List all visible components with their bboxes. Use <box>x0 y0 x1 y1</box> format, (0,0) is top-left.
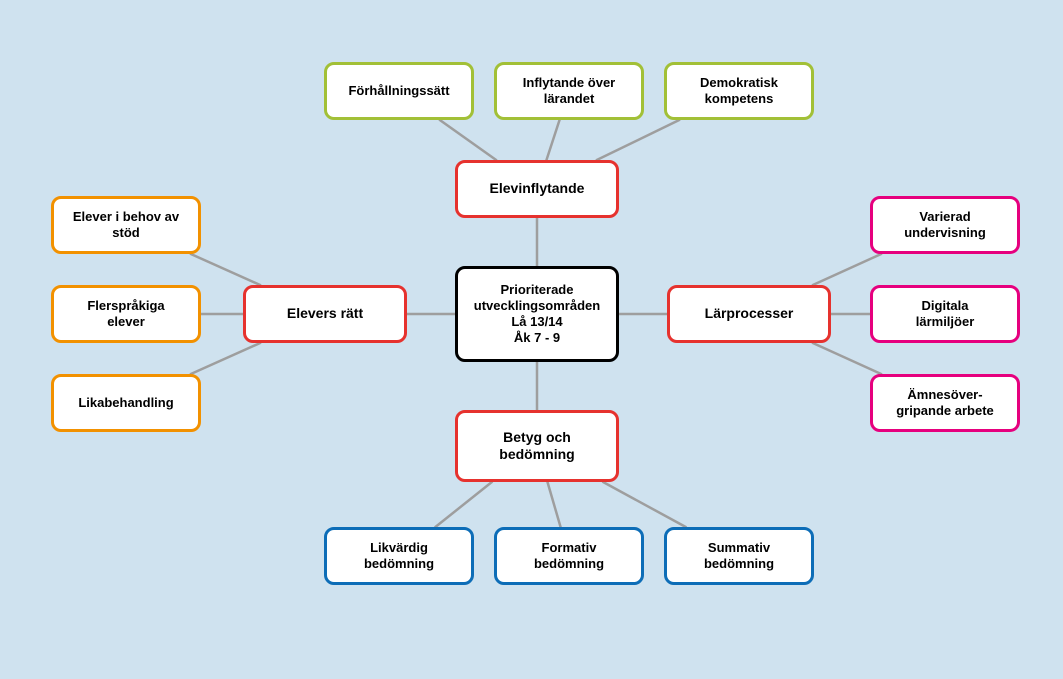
diagram-node-label: Elevinflytande <box>490 180 585 198</box>
diagram-edge <box>191 343 260 374</box>
diagram-edge <box>813 254 881 285</box>
diagram-node-varierad: Varieradundervisning <box>870 196 1020 254</box>
diagram-node-label: Ämnesöver-gripande arbete <box>896 387 994 420</box>
diagram-edge <box>597 120 679 160</box>
diagram-node-label: Elever i behov avstöd <box>73 209 179 242</box>
diagram-node-label: Likvärdigbedömning <box>364 540 434 573</box>
diagram-node-label: Formativbedömning <box>534 540 604 573</box>
diagram-node-label: Elevers rätt <box>287 305 363 323</box>
diagram-node-label: Demokratiskkompetens <box>700 75 778 108</box>
diagram-node-likvardig: Likvärdigbedömning <box>324 527 474 585</box>
diagram-node-digitala: Digitalalärmiljöer <box>870 285 1020 343</box>
diagram-edge <box>191 254 260 285</box>
diagram-node-label: PrioriteradeutvecklingsområdenLå 13/14Åk… <box>474 282 600 347</box>
diagram-node-center: PrioriteradeutvecklingsområdenLå 13/14Åk… <box>455 266 619 362</box>
diagram-node-eleversratt: Elevers rätt <box>243 285 407 343</box>
diagram-node-label: Inflytande överlärandet <box>523 75 615 108</box>
diagram-node-eleverbehov: Elever i behov avstöd <box>51 196 201 254</box>
diagram-node-flersprak: Flerspråkigaelever <box>51 285 201 343</box>
diagram-edge <box>440 120 496 160</box>
diagram-node-label: Likabehandling <box>78 395 173 411</box>
diagram-node-label: Lärprocesser <box>705 305 794 323</box>
diagram-node-betyg: Betyg ochbedömning <box>455 410 619 482</box>
diagram-node-label: Varieradundervisning <box>904 209 986 242</box>
diagram-edge <box>546 120 559 160</box>
diagram-node-formativ: Formativbedömning <box>494 527 644 585</box>
diagram-edge <box>435 482 491 527</box>
diagram-node-amnesover: Ämnesöver-gripande arbete <box>870 374 1020 432</box>
diagram-node-label: Betyg ochbedömning <box>499 429 574 464</box>
diagram-edge <box>547 482 560 527</box>
diagram-node-elevinflytande: Elevinflytande <box>455 160 619 218</box>
diagram-node-demokratisk: Demokratiskkompetens <box>664 62 814 120</box>
diagram-node-label: Digitalalärmiljöer <box>916 298 975 331</box>
diagram-node-forhallningssatt: Förhållningssätt <box>324 62 474 120</box>
diagram-node-larprocesser: Lärprocesser <box>667 285 831 343</box>
diagram-node-label: Förhållningssätt <box>348 83 449 99</box>
diagram-node-label: Summativbedömning <box>704 540 774 573</box>
diagram-node-summativ: Summativbedömning <box>664 527 814 585</box>
diagram-edge <box>603 482 686 527</box>
diagram-node-inflytande: Inflytande överlärandet <box>494 62 644 120</box>
diagram-node-label: Flerspråkigaelever <box>87 298 164 331</box>
diagram-edge <box>813 343 881 374</box>
diagram-stage: PrioriteradeutvecklingsområdenLå 13/14Åk… <box>0 0 1063 679</box>
diagram-node-likabehandling: Likabehandling <box>51 374 201 432</box>
